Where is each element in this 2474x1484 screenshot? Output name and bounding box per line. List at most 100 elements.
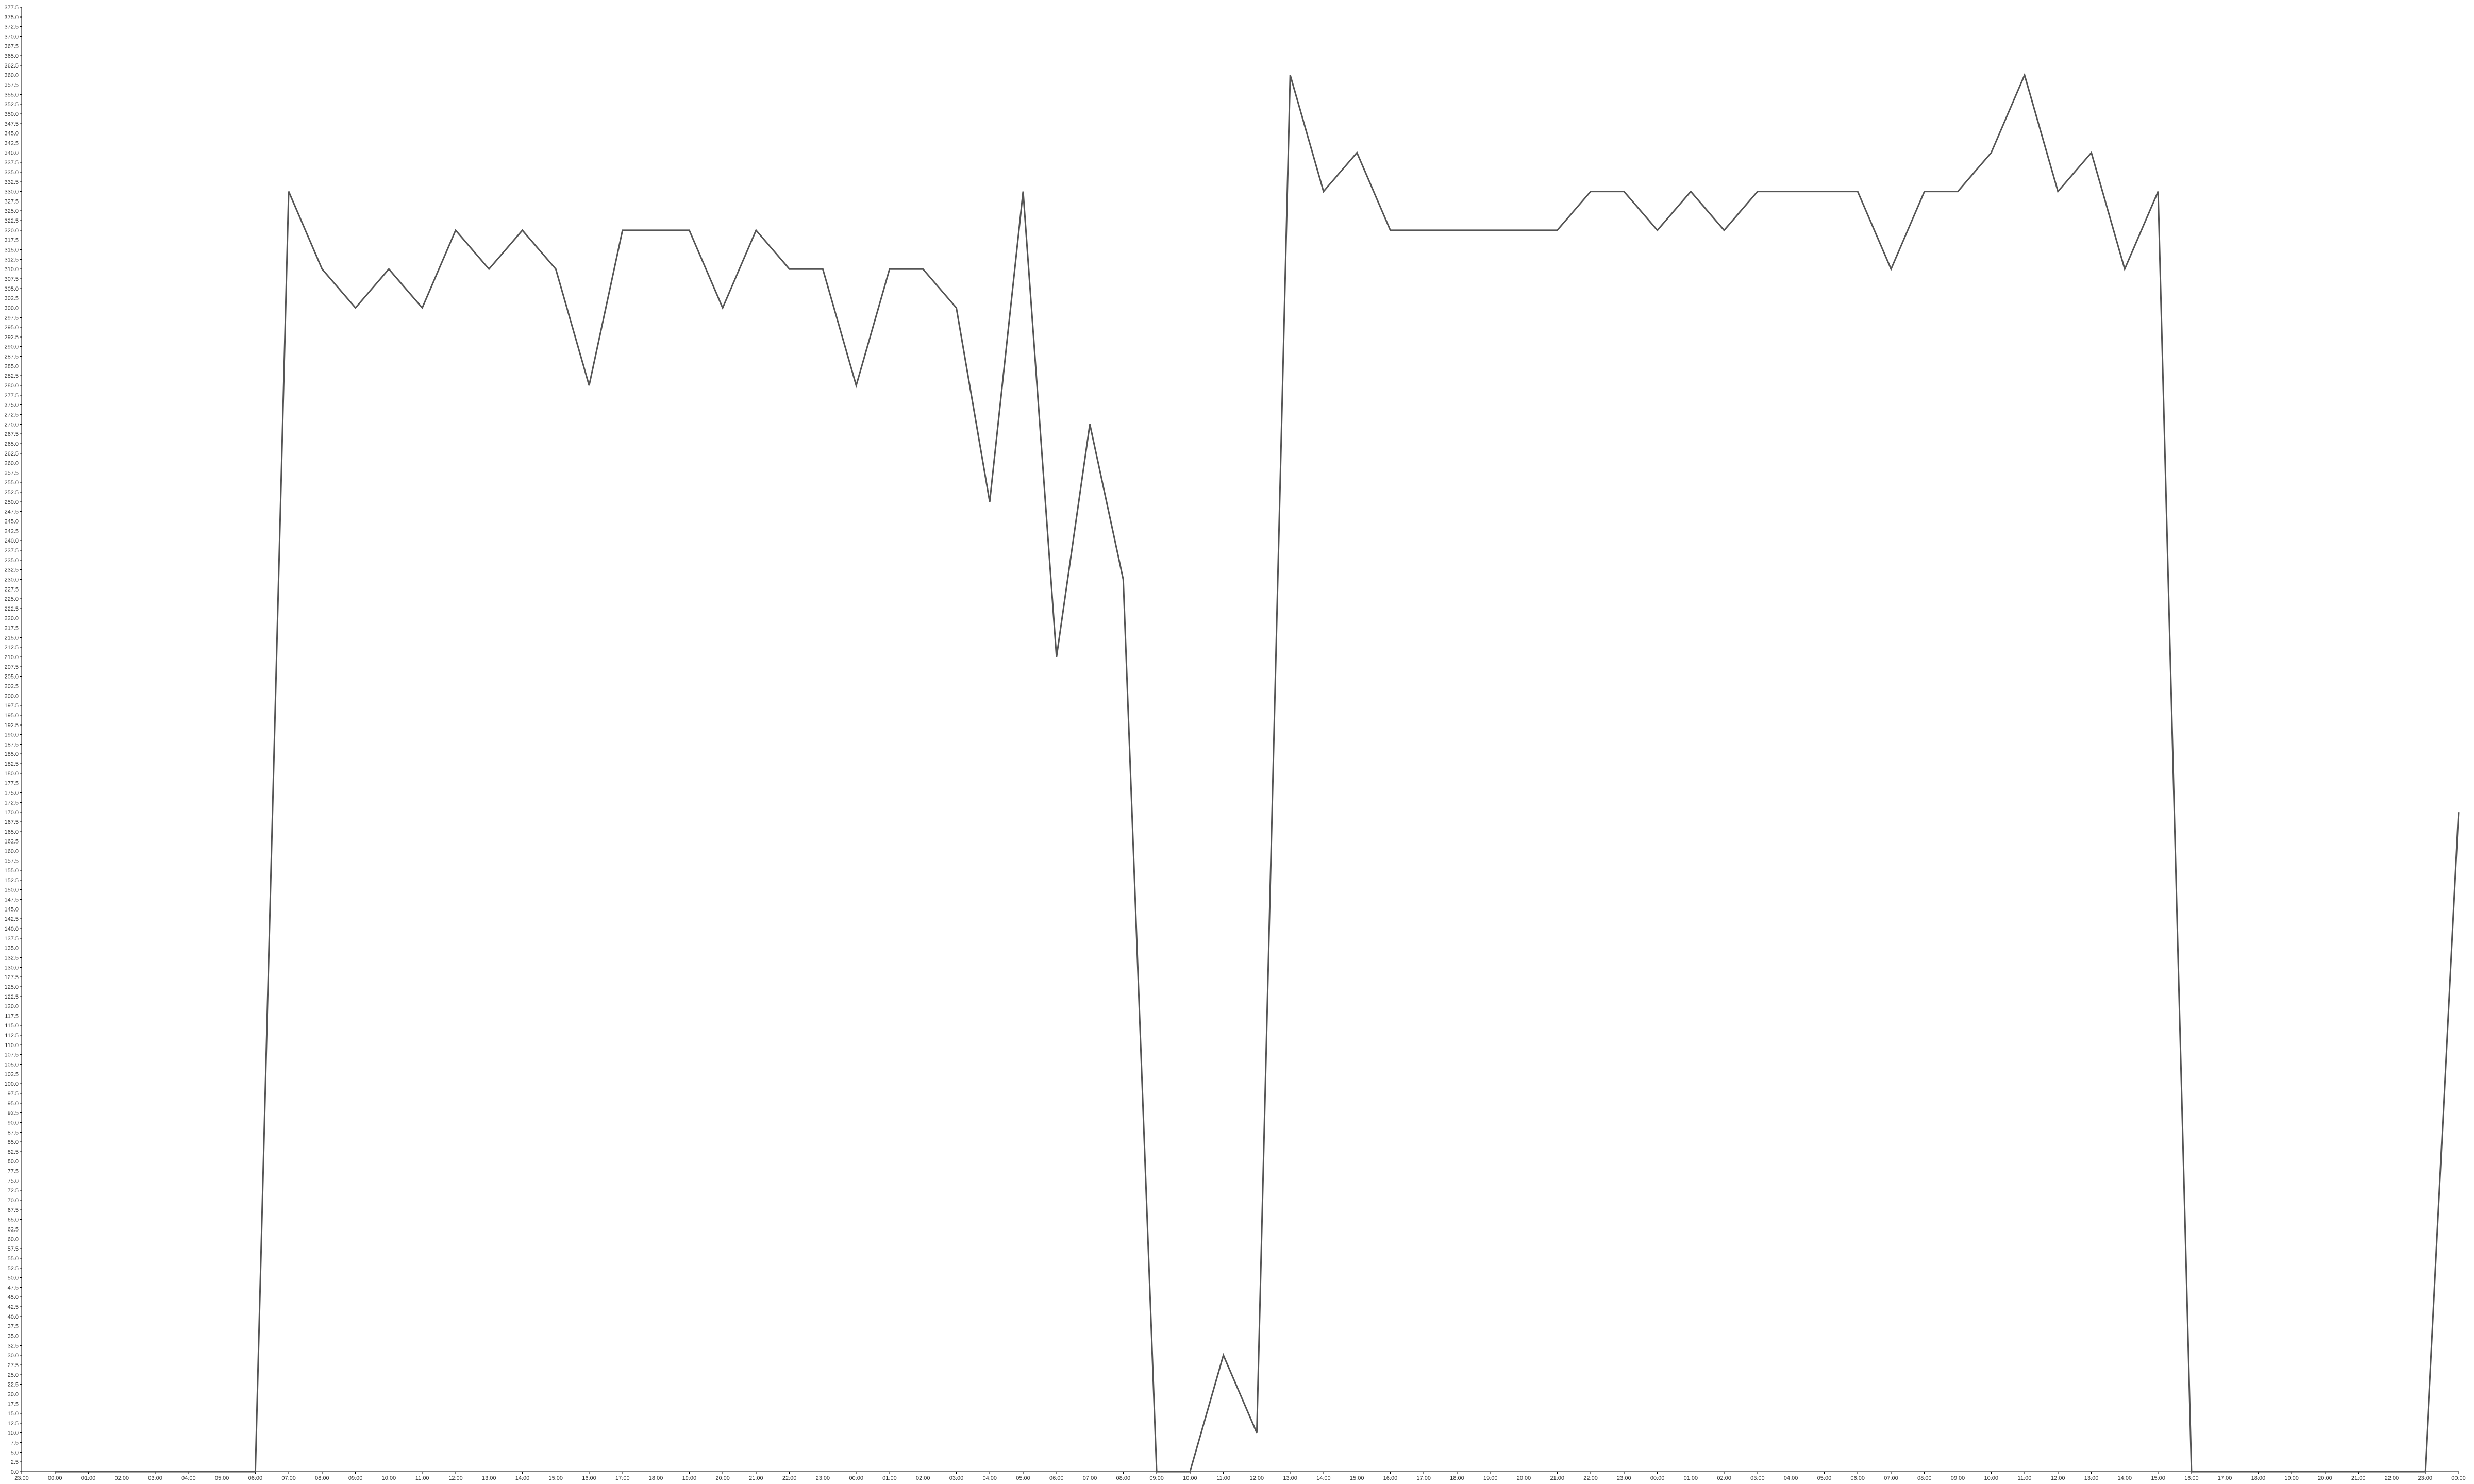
y-tick-label: 270.0 xyxy=(4,421,19,428)
y-tick-label: 302.5 xyxy=(4,296,19,302)
y-tick-label: 210.0 xyxy=(4,654,19,661)
x-tick-label: 21:00 xyxy=(749,1475,763,1481)
y-tick-label: 55.0 xyxy=(8,1256,19,1262)
y-tick-label: 235.0 xyxy=(4,558,19,564)
y-tick-label: 125.0 xyxy=(4,984,19,990)
x-tick-label: 06:00 xyxy=(1049,1475,1064,1481)
y-tick-label: 197.5 xyxy=(4,703,19,709)
y-tick-label: 107.5 xyxy=(4,1052,19,1058)
x-tick-label: 08:00 xyxy=(1116,1475,1131,1481)
x-tick-label: 00:00 xyxy=(849,1475,863,1481)
y-tick-label: 327.5 xyxy=(4,198,19,205)
y-tick-label: 370.0 xyxy=(4,33,19,40)
y-tick-label: 160.0 xyxy=(4,848,19,854)
x-tick-label: 17:00 xyxy=(1416,1475,1431,1481)
y-tick-label: 22.5 xyxy=(8,1382,19,1388)
x-tick-label: 19:00 xyxy=(682,1475,697,1481)
y-tick-label: 250.0 xyxy=(4,499,19,505)
y-tick-label: 120.0 xyxy=(4,1004,19,1010)
y-tick-label: 7.5 xyxy=(11,1440,19,1446)
y-tick-label: 252.5 xyxy=(4,490,19,496)
y-tick-label: 260.0 xyxy=(4,461,19,467)
x-tick-label: 23:00 xyxy=(14,1475,29,1481)
x-tick-label: 19:00 xyxy=(1483,1475,1498,1481)
y-tick-label: 82.5 xyxy=(8,1149,19,1155)
x-tick-label: 16:00 xyxy=(2184,1475,2199,1481)
y-tick-label: 110.0 xyxy=(5,1042,19,1049)
y-tick-label: 105.0 xyxy=(4,1062,19,1068)
y-tick-label: 315.0 xyxy=(4,247,19,254)
x-tick-label: 06:00 xyxy=(1850,1475,1865,1481)
y-tick-label: 165.0 xyxy=(4,829,19,835)
y-tick-label: 57.5 xyxy=(8,1246,19,1252)
y-tick-label: 230.0 xyxy=(4,577,19,583)
y-tick-label: 217.5 xyxy=(4,626,19,632)
y-tick-label: 147.5 xyxy=(4,897,19,903)
x-tick-label: 20:00 xyxy=(2318,1475,2332,1481)
y-tick-label: 340.0 xyxy=(4,150,19,156)
y-tick-label: 320.0 xyxy=(4,228,19,234)
x-tick-label: 01:00 xyxy=(1684,1475,1698,1481)
y-tick-label: 0.0 xyxy=(11,1469,19,1475)
x-tick-label: 22:00 xyxy=(1583,1475,1598,1481)
y-tick-label: 237.5 xyxy=(4,548,19,554)
x-tick-label: 18:00 xyxy=(1450,1475,1464,1481)
x-tick-label: 02:00 xyxy=(916,1475,930,1481)
y-tick-label: 47.5 xyxy=(8,1285,19,1291)
y-tick-label: 175.0 xyxy=(4,790,19,797)
y-tick-label: 142.5 xyxy=(4,916,19,922)
y-tick-label: 275.0 xyxy=(4,402,19,409)
y-tick-label: 72.5 xyxy=(8,1188,19,1194)
y-tick-label: 317.5 xyxy=(4,238,19,244)
x-tick-label: 00:00 xyxy=(2451,1475,2466,1481)
y-tick-label: 100.0 xyxy=(4,1081,19,1087)
y-tick-label: 222.5 xyxy=(4,606,19,612)
y-tick-label: 355.0 xyxy=(4,92,19,98)
y-tick-label: 115.0 xyxy=(5,1023,19,1029)
x-tick-label: 22:00 xyxy=(782,1475,797,1481)
x-tick-label: 18:00 xyxy=(2251,1475,2266,1481)
y-tick-label: 227.5 xyxy=(4,586,19,593)
y-tick-label: 245.0 xyxy=(4,519,19,525)
y-tick-label: 292.5 xyxy=(4,334,19,341)
y-tick-label: 155.0 xyxy=(4,868,19,874)
y-tick-label: 172.5 xyxy=(4,800,19,806)
y-tick-label: 127.5 xyxy=(4,974,19,981)
x-axis: 23:00 00:00 01:00 02:00 03:00 04:00 05:00 06:00… xyxy=(14,1471,2466,1481)
y-tick-label: 215.0 xyxy=(4,635,19,641)
y-tick-label: 40.0 xyxy=(8,1314,19,1320)
y-tick-label: 232.5 xyxy=(4,567,19,574)
y-tick-label: 285.0 xyxy=(4,363,19,369)
x-tick-label: 21:00 xyxy=(2351,1475,2366,1481)
x-tick-label: 07:00 xyxy=(1884,1475,1898,1481)
y-tick-label: 117.5 xyxy=(5,1013,19,1019)
y-tick-label: 187.5 xyxy=(4,741,19,748)
y-tick-label: 42.5 xyxy=(8,1304,19,1310)
x-tick-label: 03:00 xyxy=(1750,1475,1765,1481)
x-tick-label: 21:00 xyxy=(1550,1475,1565,1481)
y-tick-label: 357.5 xyxy=(4,82,19,89)
y-tick-label: 37.5 xyxy=(8,1324,19,1330)
y-tick-label: 95.0 xyxy=(8,1101,19,1107)
y-tick-label: 350.0 xyxy=(4,111,19,117)
y-tick-label: 330.0 xyxy=(4,189,19,195)
y-tick-label: 97.5 xyxy=(8,1091,19,1097)
y-tick-label: 140.0 xyxy=(4,926,19,932)
y-tick-label: 372.5 xyxy=(4,24,19,30)
y-tick-label: 195.0 xyxy=(4,713,19,719)
y-tick-label: 35.0 xyxy=(8,1334,19,1340)
y-tick-label: 2.5 xyxy=(11,1459,19,1465)
y-tick-label: 60.0 xyxy=(8,1236,19,1242)
x-tick-label: 14:00 xyxy=(1316,1475,1331,1481)
y-tick-label: 77.5 xyxy=(8,1169,19,1175)
x-tick-label: 23:00 xyxy=(816,1475,830,1481)
x-tick-label: 17:00 xyxy=(2218,1475,2232,1481)
x-tick-label: 18:00 xyxy=(649,1475,663,1481)
y-tick-label: 112.5 xyxy=(5,1033,19,1039)
x-tick-label: 03:00 xyxy=(148,1475,162,1481)
y-tick-label: 20.0 xyxy=(8,1391,19,1397)
y-tick-label: 257.5 xyxy=(4,470,19,476)
y-tick-label: 25.0 xyxy=(8,1372,19,1378)
series-line xyxy=(55,73,2460,1473)
x-tick-label: 14:00 xyxy=(515,1475,530,1481)
